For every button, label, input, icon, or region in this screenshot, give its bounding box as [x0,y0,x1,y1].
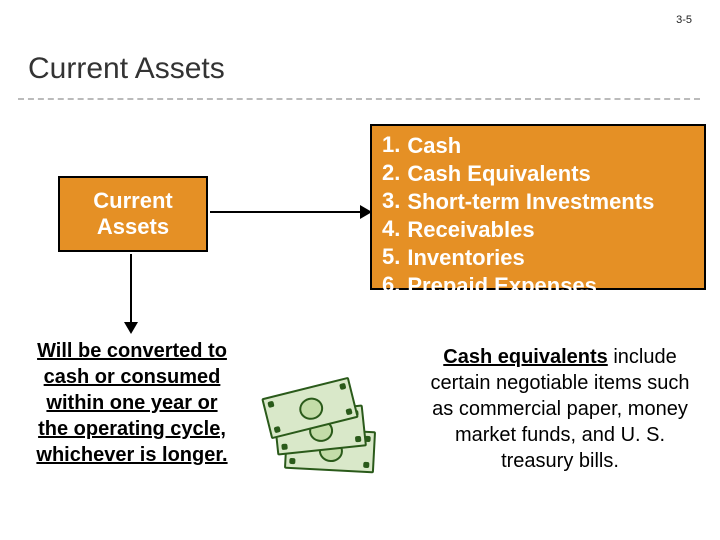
asset-list: 1.Cash 2.Cash Equivalents 3.Short-term I… [378,132,655,300]
list-text: Cash [406,132,655,160]
list-text: Prepaid Expenses [406,272,655,300]
slide-title: Current Assets [28,52,225,86]
list-item: 2.Cash Equivalents [378,160,655,188]
list-num: 6. [378,272,406,300]
list-text: Cash Equivalents [406,160,655,188]
list-text: Short-term Investments [406,188,655,216]
current-assets-box: Current Assets [58,176,208,252]
list-item: 1.Cash [378,132,655,160]
arrow-right-head [360,205,372,219]
list-item: 3.Short-term Investments [378,188,655,216]
list-num: 2. [378,160,406,188]
list-num: 4. [378,216,406,244]
list-text: Receivables [406,216,655,244]
ca-line1: Current [93,188,172,213]
cash-icon [265,385,385,480]
explanation-lead: Cash equivalents [443,346,608,368]
list-num: 1. [378,132,406,160]
list-item: 6.Prepaid Expenses [378,272,655,300]
page-number: 3-5 [676,14,692,26]
asset-list-box: 1.Cash 2.Cash Equivalents 3.Short-term I… [370,124,706,290]
definition-text: Will be converted to cash or consumed wi… [32,338,232,468]
list-item: 4.Receivables [378,216,655,244]
explanation-text: Cash equivalents include certain negotia… [426,344,694,474]
arrow-down-head [124,322,138,334]
list-num: 3. [378,188,406,216]
list-text: Inventories [406,244,655,272]
ca-line2: Assets [97,214,169,239]
list-num: 5. [378,244,406,272]
arrow-down-line [130,254,132,324]
list-item: 5.Inventories [378,244,655,272]
title-underline [18,98,700,100]
arrow-right-line [210,211,362,213]
